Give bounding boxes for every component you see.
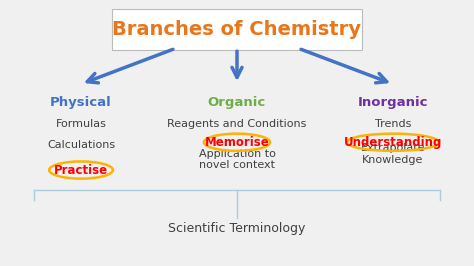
Text: Understanding: Understanding xyxy=(344,136,442,149)
Text: Application to
novel context: Application to novel context xyxy=(199,149,275,170)
Text: Inorganic: Inorganic xyxy=(358,96,428,109)
Text: Organic: Organic xyxy=(208,96,266,109)
Text: Physical: Physical xyxy=(50,96,112,109)
Text: Formulas: Formulas xyxy=(55,119,107,129)
Text: Scientific Terminology: Scientific Terminology xyxy=(168,222,306,235)
FancyBboxPatch shape xyxy=(112,9,362,50)
Text: Memorise: Memorise xyxy=(205,136,269,149)
Text: Reagents and Conditions: Reagents and Conditions xyxy=(167,119,307,129)
Text: Extrapolate
Knowledge: Extrapolate Knowledge xyxy=(361,143,425,165)
Text: Practise: Practise xyxy=(54,164,108,177)
Text: Branches of Chemistry: Branches of Chemistry xyxy=(112,20,362,39)
Text: Calculations: Calculations xyxy=(47,140,115,150)
Text: Trends: Trends xyxy=(375,119,411,129)
